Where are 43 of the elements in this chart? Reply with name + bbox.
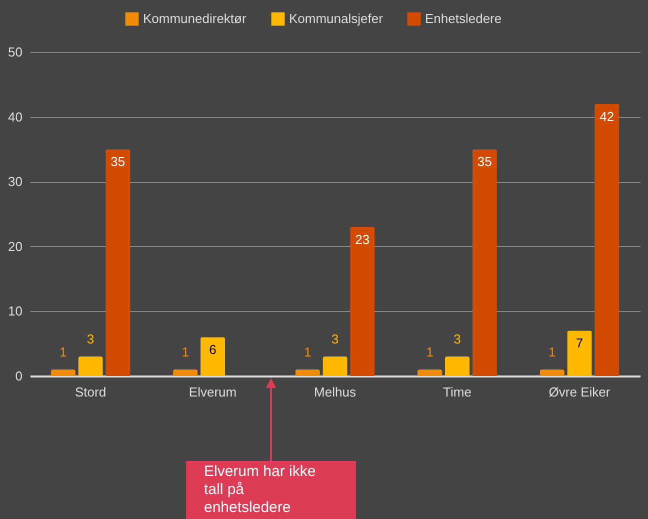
bar [322,356,348,376]
bar [350,226,375,376]
y-tick-label: 10 [8,304,22,319]
bar [78,356,103,376]
legend-label: Kommunalsjefer [289,11,384,26]
y-tick-label: 50 [8,44,22,60]
data-label: 7 [576,336,584,351]
y-tick-label: 30 [8,174,22,190]
bar [418,370,442,376]
data-label: 3 [454,332,461,347]
legend-label: Enhetsledere [425,11,502,26]
bar [540,370,564,376]
bar [444,356,470,376]
y-tick-label: 0 [15,368,22,384]
data-label: 42 [600,108,614,124]
bar [567,330,592,376]
data-label: 1 [304,344,312,360]
data-label: 6 [209,342,216,358]
bar [295,370,320,376]
bar [173,370,198,376]
bar [594,104,620,376]
bar [472,149,497,376]
data-label: 1 [548,344,556,360]
data-label: 3 [331,332,339,347]
data-label: 3 [86,332,94,347]
y-tick-label: 40 [8,109,22,124]
data-label: 35 [110,154,126,170]
data-label: 23 [355,232,370,247]
x-tick-label: Time [443,384,472,400]
data-label: 1 [182,344,189,360]
x-tick-label: Øvre Eiker [548,384,611,400]
legend-label: Kommunedirektør [143,11,247,26]
x-tick-label: Elverum [188,384,237,400]
bar [106,149,130,376]
x-tick-label: Melhus [314,384,356,400]
bar [200,337,226,376]
x-tick-label: Stord [74,384,106,400]
data-label: 1 [426,344,434,360]
bar [50,370,76,376]
y-tick-label: 20 [8,238,22,254]
text: Elverum har ikke tall på enhetsledere [186,461,356,519]
data-label: 35 [477,154,492,170]
data-label: 1 [59,344,67,360]
